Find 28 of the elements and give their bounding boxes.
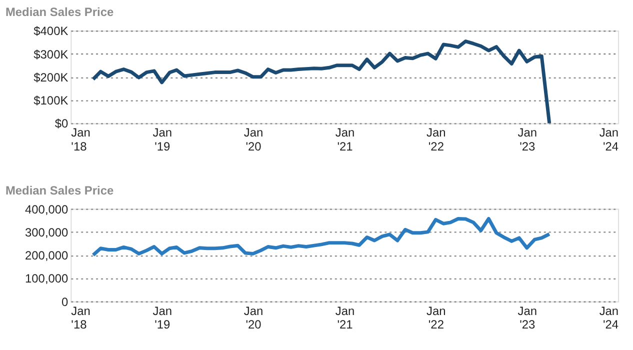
line-series [91,217,552,257]
y-tick-label: $200K [34,70,68,84]
y-axis-title: Median Sales Price [5,183,114,198]
y-tick-label: 400,000 [25,202,69,216]
y-axis-title: Median Sales Price [5,5,114,20]
y-tick-label: $0 [54,116,69,131]
x-tick-label: Jan '19 [152,304,172,332]
x-tick-label: Jan '23 [518,126,537,154]
x-tick-label: Jan '20 [244,304,264,332]
x-tick-label: Jan '24 [599,304,619,332]
line-series [91,40,552,125]
x-tick-label: Jan '18 [71,126,90,154]
y-tick-label: 200,000 [25,248,69,263]
x-tick-label: Jan '23 [518,304,537,332]
x-tick-label: Jan '22 [426,304,446,332]
y-tick-label: 100,000 [25,272,69,286]
y-tick-label: $400K [34,24,68,38]
y-tick-label: $100K [34,94,68,108]
x-tick-label: Jan '22 [426,126,446,154]
x-tick-label: Jan '21 [335,126,355,154]
y-tick-label: $300K [34,47,68,62]
x-tick-label: Jan '20 [244,126,264,154]
y-tick-label: 300,000 [25,225,69,240]
x-tick-label: Jan '21 [335,304,355,332]
y-tick-label: 0 [62,294,69,309]
x-tick-label: Jan '19 [152,126,172,154]
x-tick-label: Jan '24 [599,126,619,154]
x-tick-label: Jan '18 [71,304,90,332]
